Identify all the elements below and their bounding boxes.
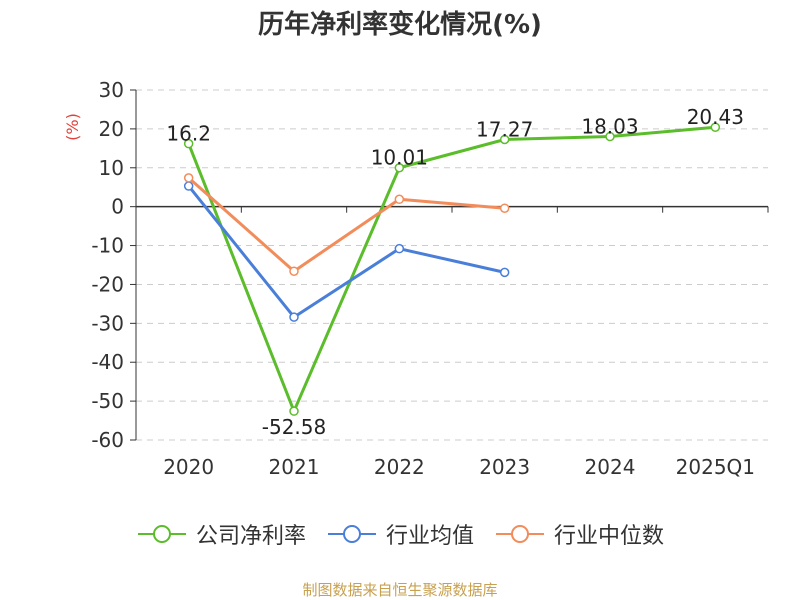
legend-marker [496,525,544,543]
legend-label: 行业中位数 [554,524,665,549]
grid-lines [136,89,768,441]
data-point [289,406,299,416]
y-tick-label: -20 [91,272,124,296]
y-tick-label: -10 [91,234,124,258]
x-tick-label: 2023 [479,455,530,479]
legend-label: 公司净利率 [195,524,306,549]
data-point [394,243,405,254]
data-point [289,312,299,322]
data-point [499,267,510,278]
data-label: 10.01 [371,146,428,170]
legend-marker [137,525,186,543]
y-tick-label: 10 [99,156,124,180]
legend-label: 行业均值 [385,524,474,549]
data-point [605,131,615,142]
legend-item[interactable]: 公司净利率 [136,518,306,550]
x-tick-label: 2021 [269,455,320,479]
source-note: 制图数据来自恒生聚源数据库 [302,581,498,599]
data-point [183,181,194,191]
chart-title: 历年净利率变化情况(%) [258,10,542,40]
series-line-1 [187,185,505,319]
data-point [183,138,194,149]
data-labels: 16.2 -52.58 10.01 17.27 18.03 20.43 [166,105,744,439]
data-point [289,266,299,276]
axes: 30 20 10 0 -10 -20 -30 -40 -50 -60 (%) 2020 2021 2022… [63,78,769,479]
y-axis-label: (%) [63,113,82,141]
legend-item[interactable]: 行业中位数 [494,518,664,550]
legend-item[interactable]: 行业均值 [326,518,474,550]
series-line-0 [187,125,716,413]
data-point [394,194,405,205]
data-point [183,173,194,183]
series-lines [183,122,721,416]
x-tick-label: 2024 [585,455,636,479]
x-tick-label: 2020 [163,455,214,479]
y-tick-label: -60 [91,428,124,452]
y-tick-label: 20 [99,117,124,141]
data-point [394,162,405,173]
series-line-2 [187,176,505,273]
data-label: 18.03 [581,115,638,139]
legend: 公司净利率 行业均值 行业中位数 [0,518,800,550]
y-tick-label: -30 [91,311,124,335]
data-label: -52.58 [262,415,326,439]
legend-marker [327,525,376,543]
y-tick-label: 0 [111,195,124,219]
data-label: 17.27 [476,118,533,142]
x-tick-label: 2025Q1 [676,455,755,479]
x-tick-label: 2022 [374,455,425,479]
y-tick-label: 30 [99,78,124,102]
data-point [499,134,510,145]
data-label: 16.2 [166,122,211,146]
y-tick-label: -40 [91,350,124,374]
y-tick-label: -50 [91,389,124,413]
data-label: 20.43 [687,105,744,129]
data-point [710,122,721,132]
data-point [499,203,510,213]
